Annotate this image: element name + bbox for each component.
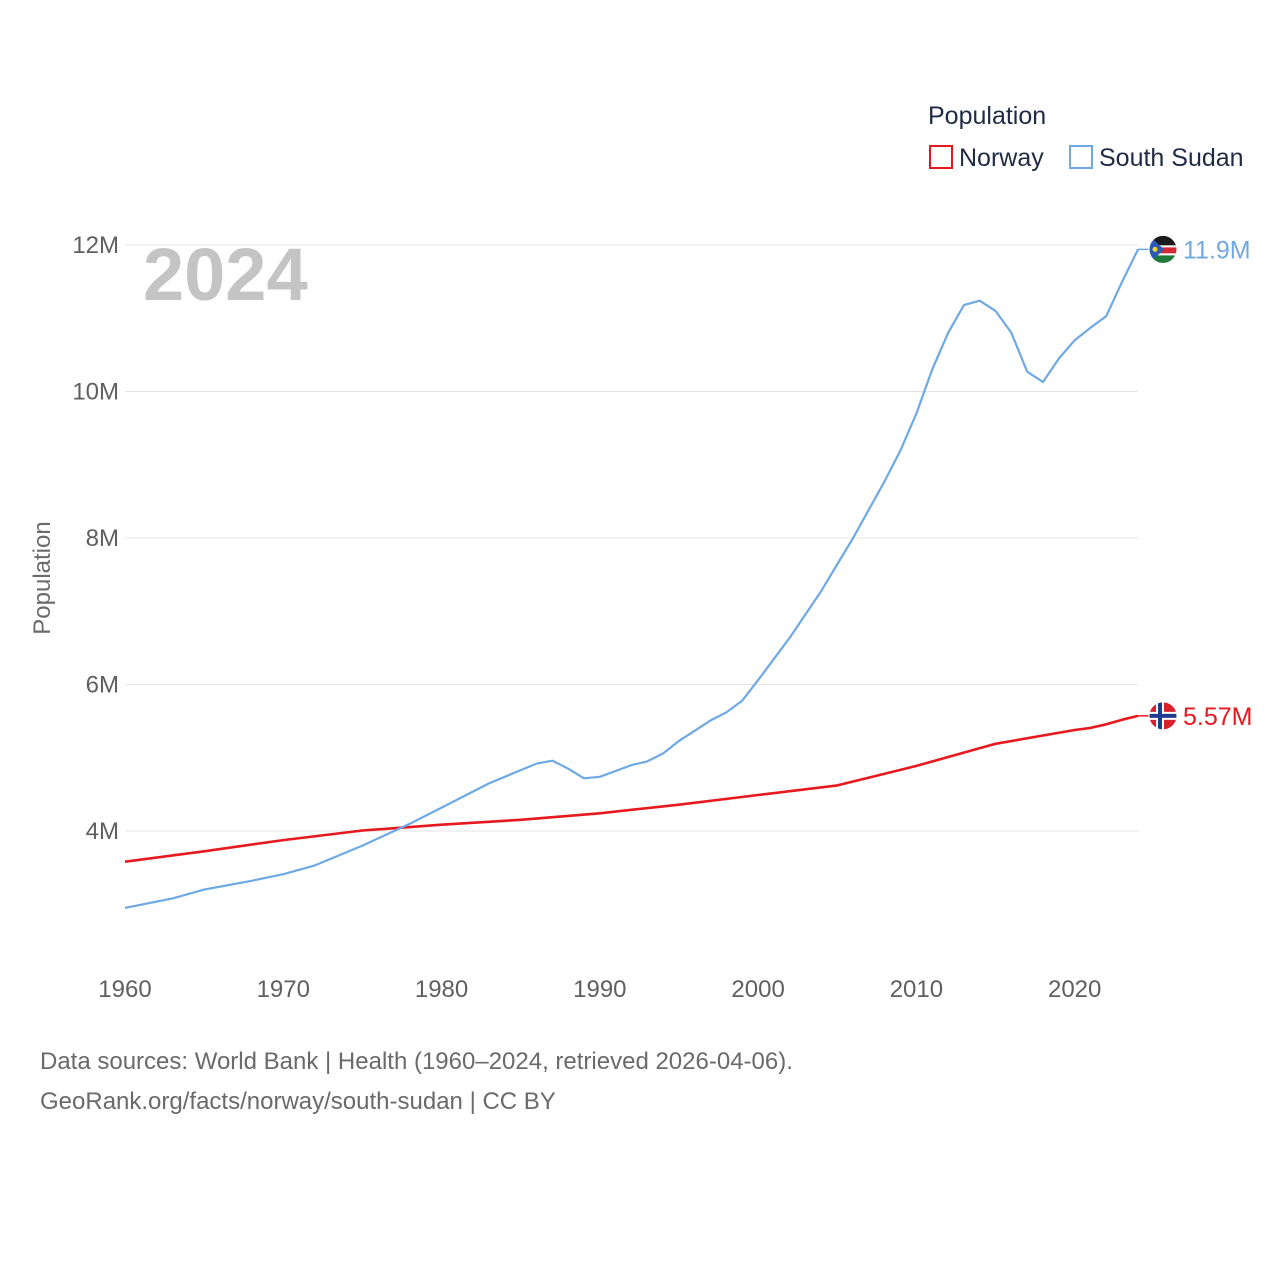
year-label: 2024 [143, 233, 308, 316]
end-label-south-sudan: 11.9M [1183, 236, 1251, 264]
y-tick-label: 10M [72, 379, 119, 406]
legend: Population Norway South Sudan [928, 102, 1244, 172]
south-sudan-flag-icon [1148, 234, 1178, 264]
end-markers: 5.57M 11.9M [1138, 234, 1252, 731]
series-line-south-sudan[interactable] [124, 248, 1139, 909]
x-axis-ticks: 1960 1970 1980 1990 2000 2010 2020 [98, 976, 1101, 1003]
y-tick-label: 4M [86, 818, 119, 845]
norway-flag-icon [1148, 701, 1178, 731]
source-link[interactable]: GeoRank.org/facts/norway/south-sudan | C… [40, 1088, 556, 1115]
y-axis-title: Population [29, 521, 56, 634]
x-tick-label: 1990 [573, 976, 626, 1003]
footer: Data sources: World Bank | Health (1960–… [40, 1042, 793, 1122]
x-tick-label: 1980 [415, 976, 468, 1003]
x-tick-label: 2000 [731, 976, 784, 1003]
legend-swatch-norway [929, 145, 953, 169]
legend-label-south-sudan: South Sudan [1099, 144, 1244, 172]
legend-item-south-sudan[interactable]: South Sudan [1069, 144, 1244, 172]
series-lines [124, 248, 1139, 909]
x-tick-label: 1960 [98, 976, 151, 1003]
data-source-note: Data sources: World Bank | Health (1960–… [40, 1048, 793, 1075]
end-label-norway: 5.57M [1183, 703, 1252, 731]
x-tick-label: 2010 [890, 976, 943, 1003]
grid-lines [125, 244, 1138, 832]
y-axis-ticks: 4M 6M 8M 10M 12M [72, 232, 119, 845]
legend-title: Population [928, 102, 1046, 130]
legend-swatch-south-sudan [1069, 145, 1093, 169]
legend-label-norway: Norway [959, 144, 1044, 172]
y-tick-label: 12M [72, 232, 119, 259]
legend-item-norway[interactable]: Norway [929, 144, 1044, 172]
x-tick-label: 1970 [257, 976, 310, 1003]
y-tick-label: 6M [86, 672, 119, 699]
x-tick-label: 2020 [1048, 976, 1101, 1003]
series-line-norway[interactable] [124, 714, 1139, 863]
y-tick-label: 8M [86, 525, 119, 552]
